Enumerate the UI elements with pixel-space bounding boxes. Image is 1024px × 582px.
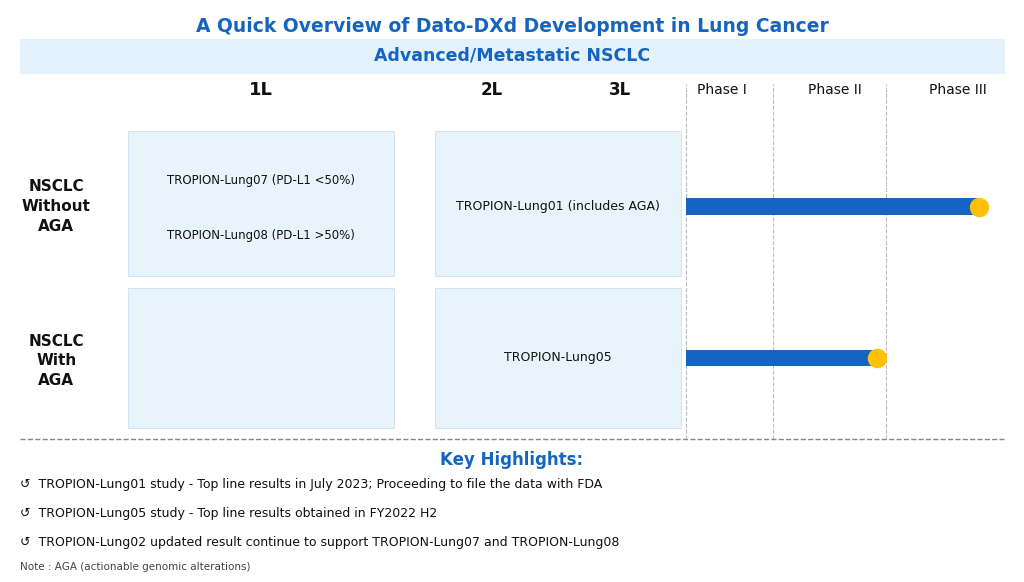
Text: 1L: 1L — [249, 81, 273, 99]
Text: Phase I: Phase I — [697, 83, 746, 97]
Text: TROPION-Lung07 (PD-L1 <50%): TROPION-Lung07 (PD-L1 <50%) — [167, 174, 355, 187]
Text: Phase III: Phase III — [929, 83, 986, 97]
Bar — [686, 198, 978, 215]
Text: Advanced/Metastatic NSCLC: Advanced/Metastatic NSCLC — [374, 47, 650, 65]
Text: TROPION-Lung05: TROPION-Lung05 — [504, 352, 612, 364]
Text: ↺  TROPION-Lung02 updated result continue to support TROPION-Lung07 and TROPION-: ↺ TROPION-Lung02 updated result continue… — [20, 536, 620, 549]
Bar — [435, 131, 681, 276]
Text: 3L: 3L — [608, 81, 631, 99]
Text: Phase II: Phase II — [808, 83, 861, 97]
Text: ↺  TROPION-Lung01 study - Top line results in July 2023; Proceeding to file the : ↺ TROPION-Lung01 study - Top line result… — [20, 478, 603, 491]
Bar — [20, 39, 1004, 73]
Text: TROPION-Lung08 (PD-L1 >50%): TROPION-Lung08 (PD-L1 >50%) — [167, 229, 355, 242]
Bar — [128, 288, 394, 428]
Text: A Quick Overview of Dato-DXd Development in Lung Cancer: A Quick Overview of Dato-DXd Development… — [196, 17, 828, 36]
Text: 2L: 2L — [480, 81, 503, 99]
Text: NSCLC
With
AGA: NSCLC With AGA — [29, 333, 84, 388]
Text: Key Highlights:: Key Highlights: — [440, 451, 584, 469]
Bar — [128, 131, 394, 276]
Text: Note : AGA (actionable genomic alterations): Note : AGA (actionable genomic alteratio… — [20, 562, 251, 572]
Text: TROPION-Lung01 (includes AGA): TROPION-Lung01 (includes AGA) — [456, 200, 660, 213]
Bar — [435, 288, 681, 428]
Text: NSCLC
Without
AGA: NSCLC Without AGA — [22, 179, 91, 234]
Text: ↺  TROPION-Lung05 study - Top line results obtained in FY2022 H2: ↺ TROPION-Lung05 study - Top line result… — [20, 507, 437, 520]
Bar — [686, 350, 876, 366]
